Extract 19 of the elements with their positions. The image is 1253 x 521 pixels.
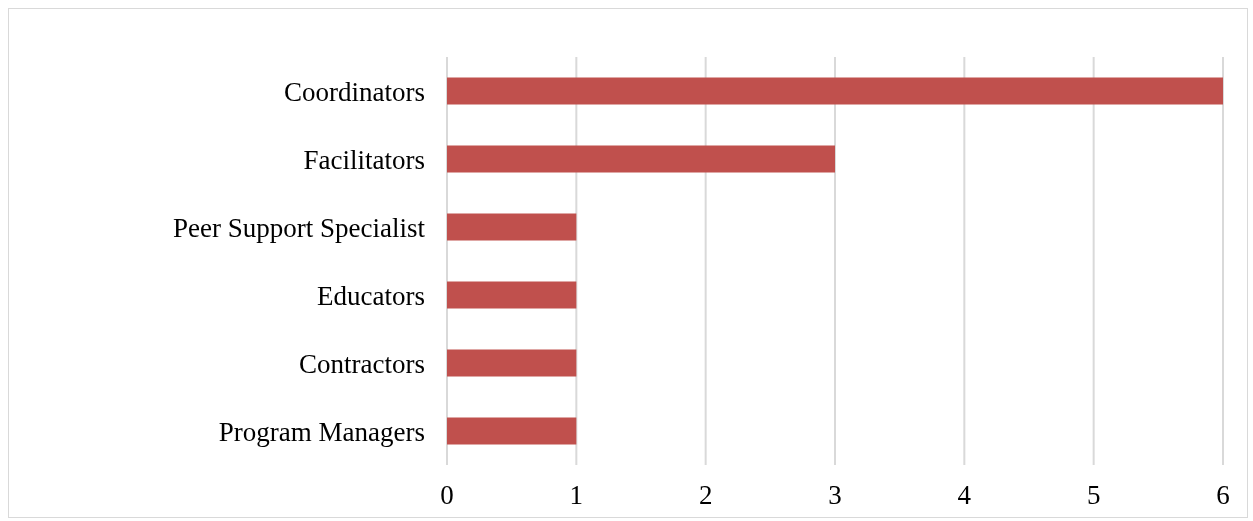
x-tick-label: 4 <box>957 480 972 511</box>
x-tick-label: 3 <box>828 480 842 511</box>
x-tick-label: 0 <box>440 480 454 511</box>
bar <box>447 213 577 241</box>
x-tick-label: 5 <box>1086 480 1101 511</box>
bar <box>447 349 577 377</box>
y-tick-label: Contractors <box>299 348 425 379</box>
bar <box>447 145 835 173</box>
y-tick-label: Educators <box>317 280 425 311</box>
y-tick-label: Facilitators <box>303 144 425 175</box>
y-tick-label: Coordinators <box>284 76 425 107</box>
bar <box>447 77 1223 105</box>
x-tick-label: 6 <box>1216 480 1230 511</box>
bar <box>447 417 577 445</box>
y-tick-label: Program Managers <box>218 416 425 447</box>
x-tick-label: 2 <box>698 480 713 511</box>
bar <box>447 281 577 309</box>
x-tick-label: 1 <box>569 480 584 511</box>
y-tick-label: Peer Support Specialist <box>173 212 426 243</box>
